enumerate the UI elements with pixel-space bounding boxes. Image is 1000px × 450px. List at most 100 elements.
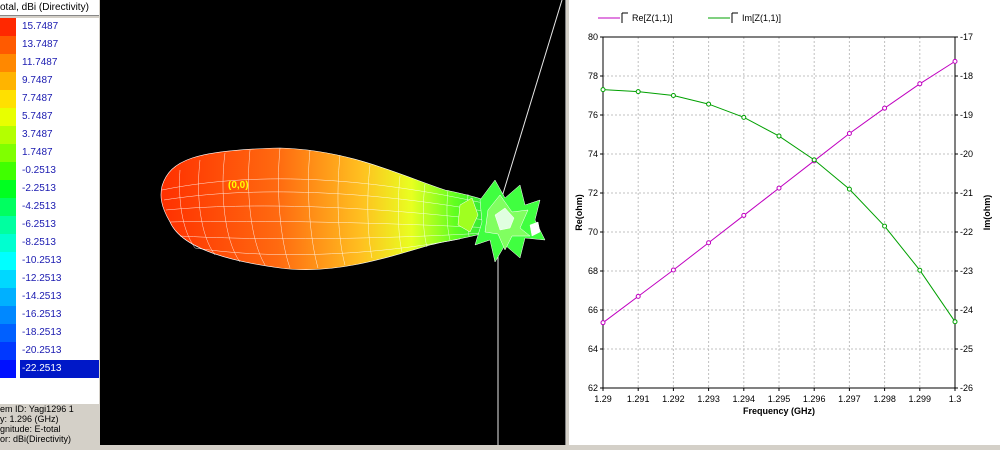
data-point	[776, 185, 782, 191]
legend-color-swatch	[0, 36, 16, 54]
legend-entry[interactable]: -6.2513	[0, 216, 99, 234]
legend-entry[interactable]: 9.7487	[0, 72, 99, 90]
y-left-tick-label: 68	[588, 266, 598, 276]
legend-color-swatch	[0, 90, 16, 108]
info-item-id: em ID: Yagi1296 1	[0, 404, 74, 414]
legend-color-swatch	[0, 72, 16, 90]
data-point	[600, 87, 606, 93]
legend-marker-icon	[731, 12, 738, 23]
origin-label: (0,0)	[228, 180, 249, 191]
legend-color-swatch	[0, 342, 16, 360]
y-left-axis-title: Re(ohm)	[574, 194, 584, 231]
data-point	[846, 131, 852, 137]
x-tick-label: 1.295	[768, 394, 791, 404]
legend-entry[interactable]: -20.2513	[0, 342, 99, 360]
data-point	[811, 157, 817, 163]
data-point	[882, 223, 888, 229]
x-tick-label: 1.299	[909, 394, 932, 404]
legend-color-swatch	[0, 306, 16, 324]
legend-value: 15.7487	[22, 21, 59, 32]
legend-label: Im[Z(1,1)]	[742, 13, 781, 23]
legend-color-swatch	[0, 162, 16, 180]
item-info-box: em ID: Yagi1296 1 y: 1.296 (GHz) gnitude…	[0, 404, 99, 445]
y-right-tick-label: -26	[960, 383, 973, 393]
y-left-tick-label: 70	[588, 227, 598, 237]
pane-splitter[interactable]	[565, 0, 570, 445]
legend-entry[interactable]: -18.2513	[0, 324, 99, 342]
legend-entry[interactable]: 5.7487	[0, 108, 99, 126]
y-right-tick-label: -22	[960, 227, 973, 237]
x-tick-label: 1.291	[627, 394, 650, 404]
legend-entry[interactable]: -8.2513	[0, 234, 99, 252]
legend-entry[interactable]: 13.7487	[0, 36, 99, 54]
x-tick-label: 1.29	[594, 394, 612, 404]
impedance-chart-svg: 1.29 1.291 1.292 1.293 1.294 1.295 1.296 1.297 1…	[574, 12, 992, 416]
legend-value: 9.7487	[22, 75, 53, 86]
legend-entry[interactable]: -0.2513	[0, 162, 99, 180]
legend-color-swatch	[0, 198, 16, 216]
data-point	[670, 93, 676, 98]
legend-color-swatch	[0, 252, 16, 270]
y-left-tick-label: 64	[588, 344, 598, 354]
legend-entry[interactable]: -16.2513	[0, 306, 99, 324]
y-right-tick-label: -21	[960, 188, 973, 198]
x-tick-label: 1.292	[662, 394, 685, 404]
legend-value: -4.2513	[22, 201, 56, 212]
y-left-tick-label: 74	[588, 149, 598, 159]
x-tick-label: 1.296	[803, 394, 826, 404]
data-point	[917, 267, 923, 273]
legend-entry[interactable]: 3.7487	[0, 126, 99, 144]
legend-color-swatch	[0, 360, 16, 378]
legend-entry[interactable]: 1.7487	[0, 144, 99, 162]
legend-entry[interactable]: 15.7487	[0, 18, 99, 36]
radiation-pattern-plot	[160, 0, 563, 445]
legend-value: 5.7487	[22, 111, 53, 122]
x-axis-title: Frequency (GHz)	[743, 406, 815, 416]
legend-entry[interactable]: 7.7487	[0, 90, 99, 108]
legend-value: 11.7487	[22, 57, 58, 68]
y-right-tick-label: -20	[960, 149, 973, 159]
data-point	[706, 101, 712, 107]
y-right-axis-title: Im(ohm)	[982, 195, 992, 231]
legend-value: 1.7487	[22, 147, 53, 158]
legend-value: -16.2513	[22, 309, 62, 320]
legend-value: 7.7487	[22, 93, 53, 104]
legend-value: -12.2513	[22, 273, 62, 284]
legend-color-swatch	[0, 144, 16, 162]
legend-value: -22.2513	[20, 360, 99, 378]
series-line-re	[602, 60, 956, 324]
y-right-tick-label: -25	[960, 344, 973, 354]
legend-panel: otal, dBi (Directivity) 15.7487 13.7487 11…	[0, 0, 100, 445]
legend-entry[interactable]: 11.7487	[0, 54, 99, 72]
y-left-tick-label: 80	[588, 32, 598, 42]
x-tick-label: 1.293	[697, 394, 720, 404]
legend-color-swatch	[0, 216, 16, 234]
legend-entry[interactable]: -22.2513	[0, 360, 99, 378]
legend-entry[interactable]: -12.2513	[0, 270, 99, 288]
x-tick-label: 1.294	[733, 394, 756, 404]
legend-value: -8.2513	[22, 237, 56, 248]
legend-value: -6.2513	[22, 219, 56, 230]
legend-entry[interactable]: -4.2513	[0, 198, 99, 216]
legend-color-swatch	[0, 18, 16, 36]
y-left-tick-label: 76	[588, 110, 598, 120]
x-tick-label: 1.3	[949, 394, 962, 404]
legend-color-swatch	[0, 288, 16, 306]
legend-color-swatch	[0, 54, 16, 72]
legend-title: otal, dBi (Directivity)	[0, 0, 99, 16]
legend-entry[interactable]: -14.2513	[0, 288, 99, 306]
data-point	[635, 293, 641, 299]
data-point	[952, 58, 958, 64]
legend-entry[interactable]: -10.2513	[0, 252, 99, 270]
legend-value: -18.2513	[22, 327, 62, 338]
legend-value: 13.7487	[22, 39, 59, 50]
y-right-tick-label: -23	[960, 266, 973, 276]
data-point	[741, 114, 747, 120]
legend-entry[interactable]: -2.2513	[0, 180, 99, 198]
data-point	[670, 267, 676, 273]
y-axis-line	[497, 0, 563, 211]
x-tick-label: 1.298	[873, 394, 896, 404]
data-point	[846, 186, 852, 192]
3d-pattern-view[interactable]: (0,0)	[100, 0, 565, 445]
legend-list[interactable]: 15.7487 13.7487 11.7487 9.7487 7.7487 5.7487 3…	[0, 18, 99, 404]
